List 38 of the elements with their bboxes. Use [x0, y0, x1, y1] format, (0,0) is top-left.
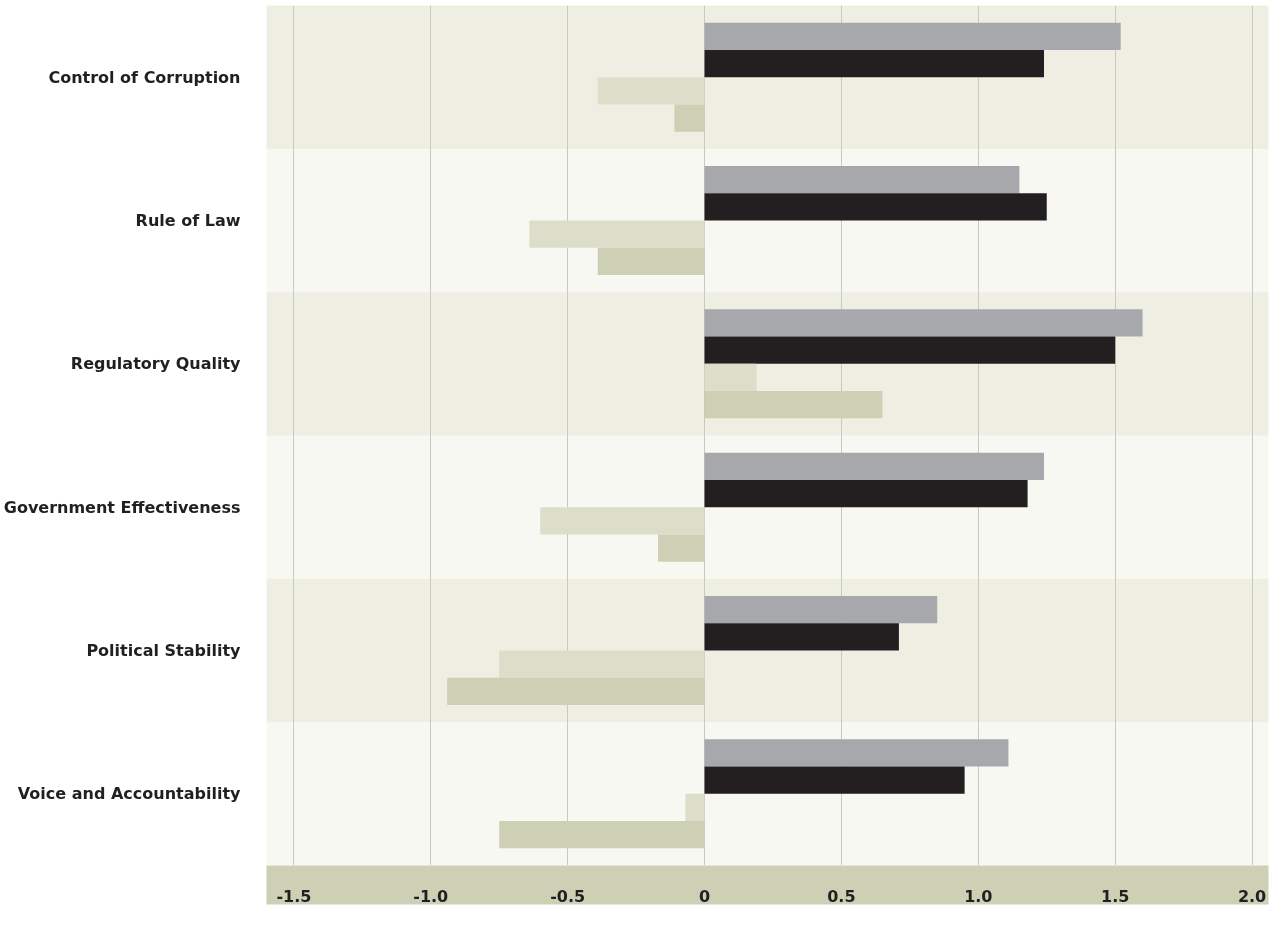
bar [704, 49, 1045, 78]
x-tick-label: 1.0 [964, 886, 993, 906]
y-tick-label: Political Stability [86, 641, 242, 660]
x-tick-label: 1.5 [1101, 886, 1130, 906]
bar [704, 596, 938, 624]
bar [529, 220, 705, 248]
bar [704, 623, 899, 651]
bar [674, 104, 705, 132]
bar [704, 479, 1028, 508]
bar [499, 650, 705, 678]
bar [499, 821, 705, 849]
x-tick-label: 0.5 [827, 886, 856, 906]
bar [704, 166, 1020, 194]
y-tick-label: Control of Corruption [48, 67, 241, 87]
bar [704, 739, 1009, 767]
bar [704, 452, 1045, 480]
x-tick-label: -0.5 [550, 886, 586, 906]
y-tick-label: Rule of Law [135, 211, 241, 230]
bar [657, 534, 705, 562]
bar [597, 77, 705, 105]
bar [704, 309, 1143, 337]
bar [704, 391, 883, 419]
bar [704, 193, 1047, 221]
bar [685, 793, 705, 822]
y-tick-label: Government Effectiveness [3, 497, 241, 517]
y-tick-label: Voice and Accountability [17, 784, 242, 804]
x-tick-label: 2.0 [1237, 886, 1267, 906]
bar [704, 363, 757, 392]
x-tick-label: 0 [698, 886, 711, 906]
bar [704, 766, 965, 794]
bar [704, 22, 1121, 50]
bar [447, 677, 705, 705]
x-tick-label: -1.0 [413, 886, 449, 906]
bar [597, 247, 705, 275]
x-tick-label: -1.5 [276, 886, 312, 906]
bar [704, 336, 1116, 364]
bar [540, 507, 705, 535]
y-tick-label: Regulatory Quality [70, 354, 242, 374]
